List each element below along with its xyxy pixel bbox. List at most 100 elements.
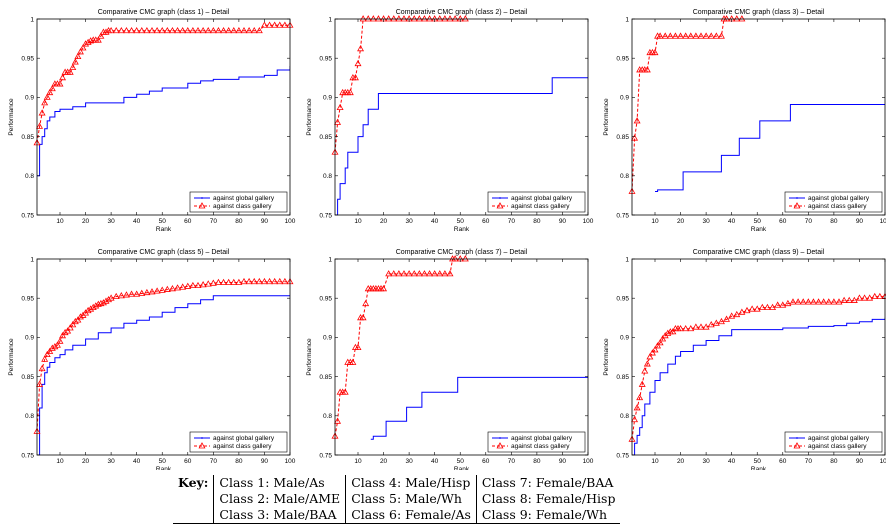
data-point-marker: [380, 284, 388, 292]
data-point-marker: [250, 277, 258, 285]
data-point-marker: [92, 302, 100, 309]
data-point-marker: [76, 313, 84, 320]
data-point-marker: [415, 15, 423, 22]
data-point-marker: [692, 32, 700, 39]
y-tick-label: 0.95: [319, 56, 332, 63]
x-tick-label: 70: [210, 218, 218, 225]
x-tick-label: 40: [728, 458, 736, 465]
data-point-marker: [148, 26, 156, 34]
data-point-marker: [235, 278, 243, 285]
data-point-marker: [385, 15, 393, 22]
data-point-marker: [209, 279, 217, 286]
y-tick-label: 0.8: [323, 413, 332, 420]
x-tick-label: 70: [805, 458, 813, 465]
data-point-marker: [79, 44, 87, 51]
data-point-marker: [179, 283, 187, 290]
data-point-marker: [451, 15, 459, 22]
y-tick-label: 0.75: [319, 212, 332, 219]
legend-marker: [499, 437, 501, 439]
data-point-marker: [794, 298, 802, 305]
series-line-1: [370, 376, 588, 440]
series-line-2: [632, 296, 885, 440]
y-tick-label: 0.8: [25, 173, 34, 180]
series-line-1: [335, 77, 588, 215]
data-point-marker: [723, 15, 731, 22]
legend-marker: [796, 197, 798, 199]
x-tick-label: 90: [261, 218, 269, 225]
data-point-marker: [158, 26, 166, 34]
data-point-marker: [38, 109, 46, 116]
x-tick-label: 70: [805, 218, 813, 225]
y-tick-label: 0.9: [323, 335, 332, 342]
data-point-marker: [87, 305, 95, 312]
legend-entry: against global gallery: [511, 195, 573, 202]
y-tick-label: 0.9: [25, 95, 34, 102]
data-point-marker: [415, 270, 423, 277]
x-tick-label: 40: [728, 218, 736, 225]
data-point-marker: [359, 15, 367, 22]
chart-title: Comparative CMC graph (class 7) – Detail: [396, 249, 528, 256]
x-tick-label: 40: [133, 458, 141, 465]
data-point-marker: [451, 255, 459, 262]
data-point-marker: [671, 32, 679, 39]
legend-marker: [496, 442, 504, 449]
legend-box: [189, 191, 288, 213]
data-point-marker: [395, 15, 403, 22]
data-point-marker: [850, 296, 858, 303]
x-tick-label: 10: [56, 458, 64, 465]
legend-marker: [198, 442, 206, 449]
data-point-marker: [861, 294, 869, 301]
data-point-marker: [855, 294, 863, 301]
y-tick-label: 0.9: [620, 335, 629, 342]
data-point-marker: [51, 342, 59, 350]
data-point-marker: [43, 93, 51, 100]
data-point-marker: [59, 73, 67, 81]
data-point-marker: [636, 393, 644, 401]
data-point-marker: [820, 298, 828, 305]
data-point-marker: [199, 281, 207, 288]
data-point-marker: [179, 26, 187, 34]
y-tick-label: 0.95: [21, 296, 34, 303]
series-line-2: [632, 19, 742, 192]
data-point-marker: [281, 277, 289, 285]
data-point-marker: [69, 63, 77, 71]
data-point-marker: [334, 118, 342, 125]
data-point-marker: [189, 26, 197, 34]
data-point-marker: [97, 299, 105, 307]
y-tick-label: 0.75: [616, 452, 629, 459]
y-tick-label: 0.9: [25, 335, 34, 342]
x-tick-label: 20: [82, 458, 90, 465]
data-point-marker: [189, 281, 197, 289]
data-point-marker: [753, 305, 761, 312]
data-point-marker: [271, 21, 279, 28]
y-axis-label: Performance: [603, 98, 610, 136]
data-point-marker: [334, 417, 342, 424]
y-tick-label: 0.85: [616, 134, 629, 141]
data-point-marker: [194, 281, 202, 289]
legend-box: [487, 191, 586, 213]
y-tick-label: 0.8: [323, 173, 332, 180]
data-point-marker: [153, 26, 161, 34]
data-point-marker: [122, 291, 130, 298]
data-point-marker: [712, 319, 720, 326]
x-tick-label: 100: [285, 218, 296, 225]
key-cell: Class 3: Male/BAA: [213, 507, 346, 524]
y-axis-label: Performance: [306, 338, 313, 376]
chart-panel-3: Comparative CMC graph (class 3) – Detail…: [603, 9, 886, 233]
data-point-marker: [89, 303, 97, 311]
key-cell: Class 6: Female/As: [345, 507, 477, 524]
y-tick-label: 0.85: [21, 134, 34, 141]
data-point-marker: [364, 15, 372, 22]
data-point-marker: [395, 270, 403, 277]
data-point-marker: [809, 298, 817, 305]
data-point-marker: [784, 299, 792, 307]
data-point-marker: [426, 270, 434, 277]
data-point-marker: [122, 26, 130, 34]
x-tick-label: 40: [133, 218, 141, 225]
data-point-marker: [240, 26, 248, 34]
data-point-marker: [94, 300, 102, 307]
data-point-marker: [82, 40, 90, 47]
data-point-marker: [677, 32, 685, 39]
